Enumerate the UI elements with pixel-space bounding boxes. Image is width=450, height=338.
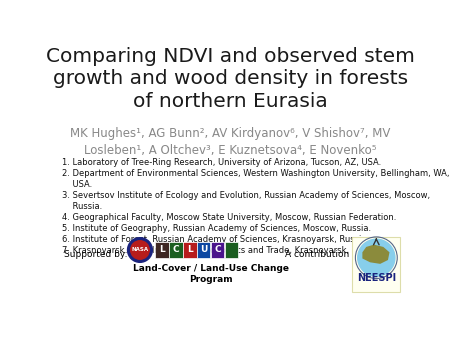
Bar (225, 242, 238, 259)
Text: MK Hughes¹, AG Bunn², AV Kirdyanov⁶, V Shishov⁷, MV
Losleben¹, A Oltchev³, E Kuz: MK Hughes¹, AG Bunn², AV Kirdyanov⁶, V S… (71, 127, 391, 157)
Circle shape (358, 239, 395, 276)
Circle shape (127, 238, 153, 262)
Bar (183, 242, 197, 259)
Text: C: C (173, 245, 179, 255)
Circle shape (130, 241, 149, 259)
Text: Land-Cover / Land-Use Change
Program: Land-Cover / Land-Use Change Program (133, 264, 289, 284)
Text: 1. Laboratory of Tree-Ring Research, University of Arizona, Tucson, AZ, USA.
2. : 1. Laboratory of Tree-Ring Research, Uni… (63, 158, 450, 256)
Bar (211, 242, 225, 259)
Text: U: U (200, 245, 207, 255)
Text: L: L (159, 245, 165, 255)
Text: NEESPI: NEESPI (357, 273, 396, 283)
Bar (169, 242, 183, 259)
FancyBboxPatch shape (352, 237, 400, 292)
Bar (155, 242, 169, 259)
Text: Supported by:: Supported by: (64, 250, 127, 259)
Polygon shape (362, 245, 390, 264)
Text: NASA: NASA (131, 247, 149, 252)
Text: A contribution to:: A contribution to: (285, 250, 364, 259)
Text: L: L (187, 245, 193, 255)
Text: Comparing NDVI and observed stem
growth and wood density in forests
of northern : Comparing NDVI and observed stem growth … (46, 47, 415, 111)
Text: C: C (215, 245, 221, 255)
Bar (197, 242, 211, 259)
